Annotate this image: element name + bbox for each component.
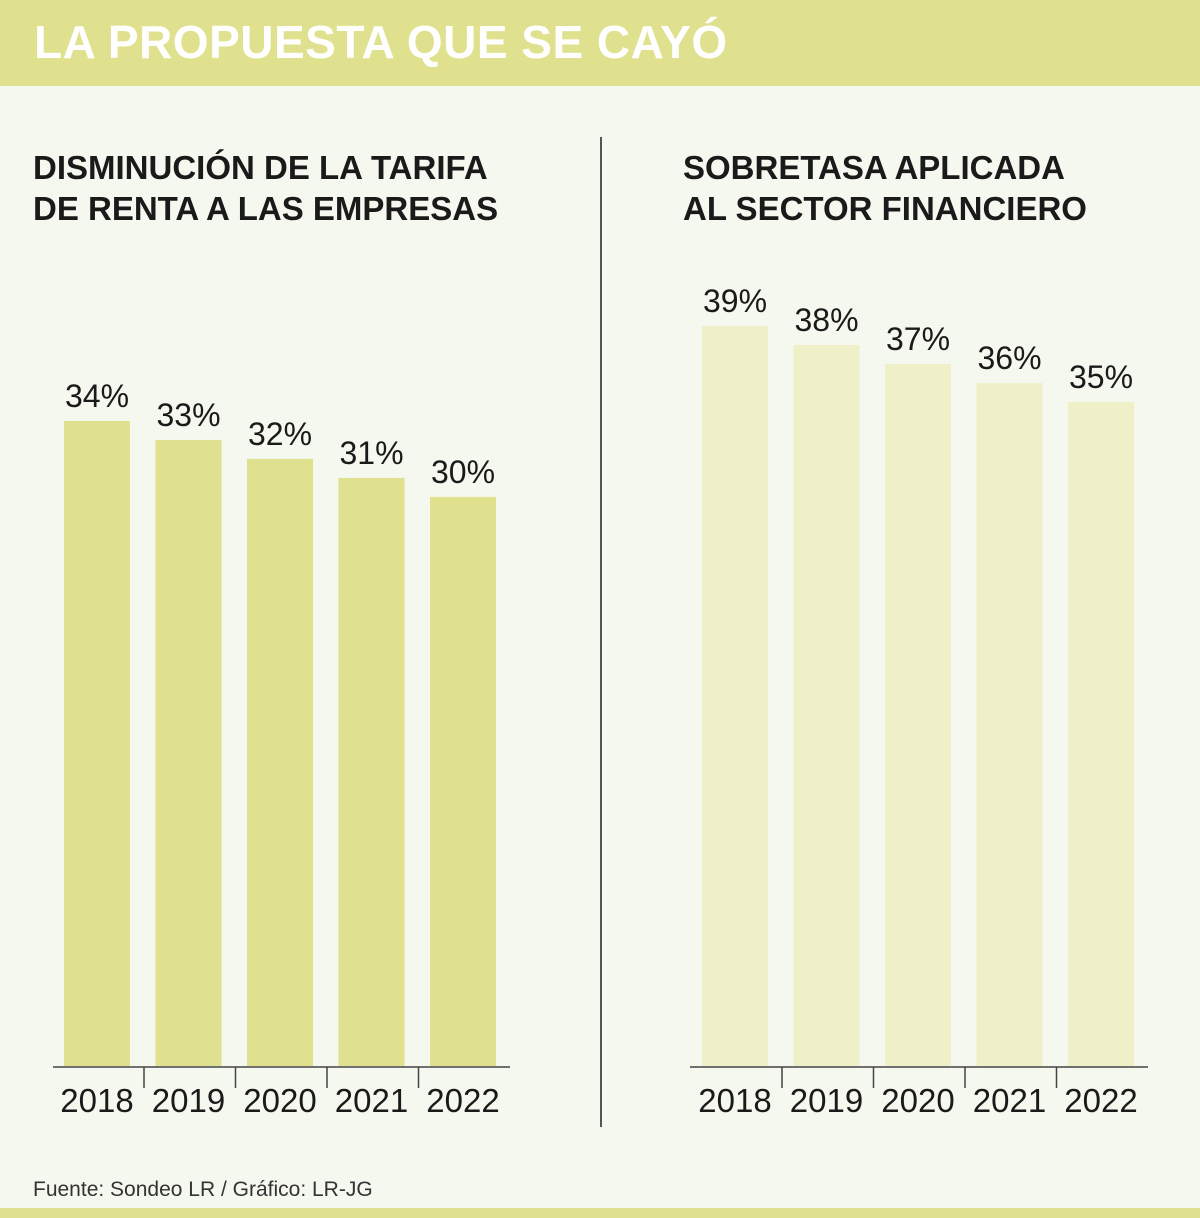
x-tick-label-right-2018: 2018 (698, 1082, 771, 1119)
x-tick-label-right-2021: 2021 (973, 1082, 1046, 1119)
chart-title-right-line-1: SOBRETASA APLICADA (683, 149, 1065, 186)
x-tick-label-left-2020: 2020 (243, 1082, 316, 1119)
bar-right-2020 (885, 363, 951, 1066)
data-label-right-2022: 35% (1069, 359, 1133, 395)
page-title: LA PROPUESTA QUE SE CAYÓ (34, 16, 728, 68)
x-tick-label-left-2021: 2021 (335, 1082, 408, 1119)
bar-left-2018 (64, 421, 130, 1066)
data-label-right-2021: 36% (977, 340, 1041, 376)
bar-left-2021 (338, 477, 405, 1067)
chart-title-right: SOBRETASA APLICADA AL SECTOR FINANCIERO (683, 147, 1087, 229)
x-tick-label-right-2022: 2022 (1064, 1082, 1137, 1119)
data-label-left-2022: 30% (431, 454, 495, 490)
bar-left-2020 (247, 458, 313, 1066)
data-label-right-2018: 39% (703, 283, 767, 319)
data-label-left-2021: 31% (339, 435, 403, 471)
chart-title-left-line-1: DISMINUCIÓN DE LA TARIFA (33, 149, 488, 186)
bar-right-2019 (793, 344, 860, 1066)
source-credit: Fuente: Sondeo LR / Gráfico: LR-JG (33, 1178, 373, 1201)
data-label-left-2019: 33% (156, 397, 220, 433)
x-tick-label-left-2019: 2019 (152, 1082, 225, 1119)
bar-right-2021 (976, 382, 1043, 1066)
x-tick-label-right-2020: 2020 (881, 1082, 954, 1119)
data-label-right-2019: 38% (794, 302, 858, 338)
data-label-left-2018: 34% (65, 378, 129, 414)
x-tick-label-left-2022: 2022 (426, 1082, 499, 1119)
bar-left-2019 (155, 439, 222, 1066)
bar-left-2022 (430, 496, 496, 1067)
chart-title-left: DISMINUCIÓN DE LA TARIFA DE RENTA A LAS … (33, 147, 498, 229)
panel-divider (600, 137, 602, 1127)
x-tick-label-left-2018: 2018 (60, 1082, 133, 1119)
chart-title-right-line-2: AL SECTOR FINANCIERO (683, 190, 1087, 227)
data-label-left-2020: 32% (248, 416, 312, 452)
header-banner: LA PROPUESTA QUE SE CAYÓ (0, 0, 1200, 86)
chart-title-left-line-2: DE RENTA A LAS EMPRESAS (33, 190, 499, 227)
x-tick-label-right-2019: 2019 (790, 1082, 863, 1119)
footer-bar (0, 1208, 1200, 1218)
data-label-right-2020: 37% (886, 321, 950, 357)
bar-right-2022 (1068, 401, 1134, 1066)
bar-right-2018 (702, 326, 768, 1066)
